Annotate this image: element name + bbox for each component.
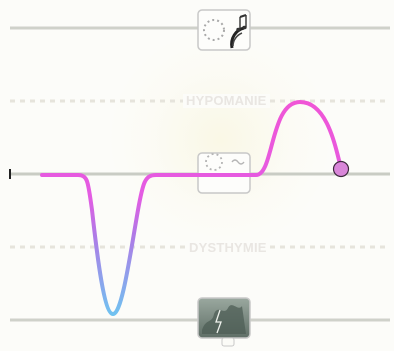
music-mood-icon	[197, 9, 251, 51]
curve-end-marker	[332, 160, 350, 178]
dysthymie-label: DYSTHYMIE	[186, 241, 270, 255]
mood-curve	[40, 100, 343, 316]
hypomanie-label: HYPOMANIE	[183, 94, 270, 108]
background-glow	[110, 30, 330, 250]
baseline-left-tick	[9, 169, 11, 179]
storm-mood-icon	[197, 297, 251, 347]
